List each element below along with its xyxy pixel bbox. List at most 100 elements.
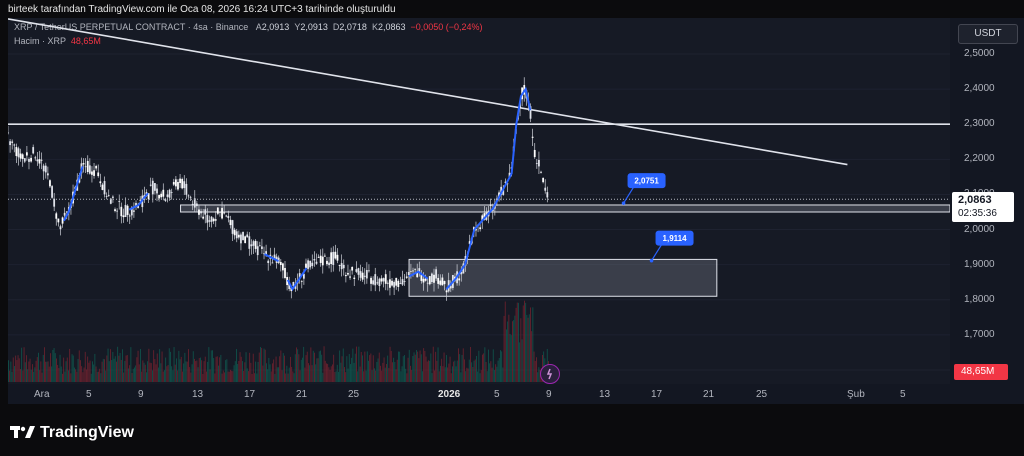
candle-body — [231, 220, 234, 234]
volume-bar — [299, 370, 301, 382]
volume-bar — [176, 358, 177, 382]
volume-bar — [221, 373, 223, 382]
volume-bar — [430, 353, 432, 382]
candle-body — [441, 277, 444, 286]
volume-bar — [375, 370, 377, 382]
volume-bar — [471, 362, 473, 382]
price-plot[interactable]: 2,0751 1,9114 — [8, 18, 950, 384]
candle-body — [435, 269, 437, 279]
volume-bar — [296, 347, 297, 382]
volume-bar — [171, 366, 173, 382]
volume-bar — [11, 371, 13, 382]
candle-body — [330, 252, 333, 265]
volume-bar — [246, 368, 248, 382]
volume-price-label — [954, 364, 1008, 380]
volume-bar — [486, 371, 488, 382]
volume-bar — [525, 302, 527, 382]
candle-body — [11, 141, 14, 143]
trend-highlight — [408, 270, 429, 280]
candle-body — [361, 272, 364, 280]
volume-bar — [448, 363, 450, 382]
candle-body — [177, 182, 179, 190]
volume-bar — [237, 363, 239, 382]
volume-bar — [329, 369, 331, 382]
tradingview-logo-icon[interactable] — [10, 424, 36, 445]
open-label: A — [255, 22, 262, 32]
volume-bar — [388, 367, 390, 382]
volume-bar — [515, 307, 517, 382]
volume-bar — [87, 356, 89, 382]
volume-bar — [322, 372, 324, 382]
volume-bar — [179, 359, 181, 382]
volume-bar — [66, 357, 68, 382]
volume-bar — [10, 361, 12, 382]
volume-legend[interactable]: Hacim · XRP 48,65M — [14, 36, 101, 46]
candle-body — [265, 251, 268, 255]
volume-bar — [208, 347, 210, 382]
candle-body — [38, 159, 41, 164]
volume-bar — [137, 350, 139, 382]
volume-bar — [354, 353, 356, 382]
brand-name[interactable]: TradingView — [40, 424, 134, 441]
volume-bar — [183, 363, 185, 382]
candle-body — [286, 277, 289, 286]
volume-bar — [174, 364, 176, 382]
candle-body — [21, 154, 24, 159]
volume-bar — [33, 371, 35, 382]
candle-body — [235, 231, 238, 239]
volume-bar — [118, 355, 120, 382]
volume-bar — [504, 301, 506, 382]
volume-bar — [140, 348, 141, 382]
volume-bar — [143, 362, 145, 382]
volume-bar — [410, 365, 411, 382]
volume-bar — [267, 369, 269, 382]
volume-bar — [476, 355, 477, 382]
volume-bar — [441, 358, 443, 382]
candle-body — [93, 170, 95, 176]
volume-bar — [472, 367, 474, 382]
candle-body — [84, 166, 87, 168]
volume-bar — [59, 354, 61, 382]
volume-bar — [496, 366, 498, 382]
volume-bar — [387, 355, 389, 382]
chart-pane[interactable]: XRP / TetherUS PERPETUAL CONTRACT · 4sa … — [8, 18, 950, 384]
volume-bar — [495, 364, 497, 382]
symbol-legend[interactable]: XRP / TetherUS PERPETUAL CONTRACT · 4sa … — [14, 22, 483, 32]
volume-bar — [341, 356, 343, 382]
footer — [0, 404, 1024, 456]
volume-bar — [196, 360, 198, 382]
volume-bar — [330, 366, 332, 382]
candle-body — [401, 279, 404, 285]
header-text: birteek tarafından TradingView.com ile O… — [8, 4, 396, 15]
volume-bar — [232, 371, 234, 382]
candle-body — [326, 260, 328, 265]
volume-bar — [432, 346, 434, 382]
volume-bar — [416, 350, 417, 382]
volume-bar — [297, 349, 299, 382]
candle-body — [23, 158, 26, 162]
candle-body — [109, 198, 112, 204]
volume-bar — [90, 373, 92, 382]
volume-bar — [30, 369, 32, 382]
volume-bar — [132, 368, 134, 382]
time-tick: Ara — [34, 389, 50, 400]
volume-bar — [34, 367, 36, 382]
event-flag-icon[interactable] — [540, 364, 560, 384]
volume-bar — [393, 357, 395, 382]
time-tick: 25 — [348, 389, 360, 400]
volume-bar — [401, 366, 403, 382]
volume-bar — [23, 347, 25, 382]
volume-bar — [178, 350, 180, 382]
volume-bar — [390, 350, 392, 382]
volume-bar — [80, 360, 81, 382]
volume-bar — [94, 353, 96, 382]
candle-body — [210, 216, 213, 222]
volume-bar — [357, 371, 359, 382]
candle-body — [428, 276, 431, 285]
candle-body — [359, 271, 362, 278]
volume-bar — [200, 357, 201, 382]
currency-button[interactable]: USDT — [958, 24, 1018, 44]
volume-bar — [344, 367, 345, 382]
price-tick: 1,8000 — [964, 293, 995, 305]
time-axis[interactable] — [8, 384, 1024, 404]
